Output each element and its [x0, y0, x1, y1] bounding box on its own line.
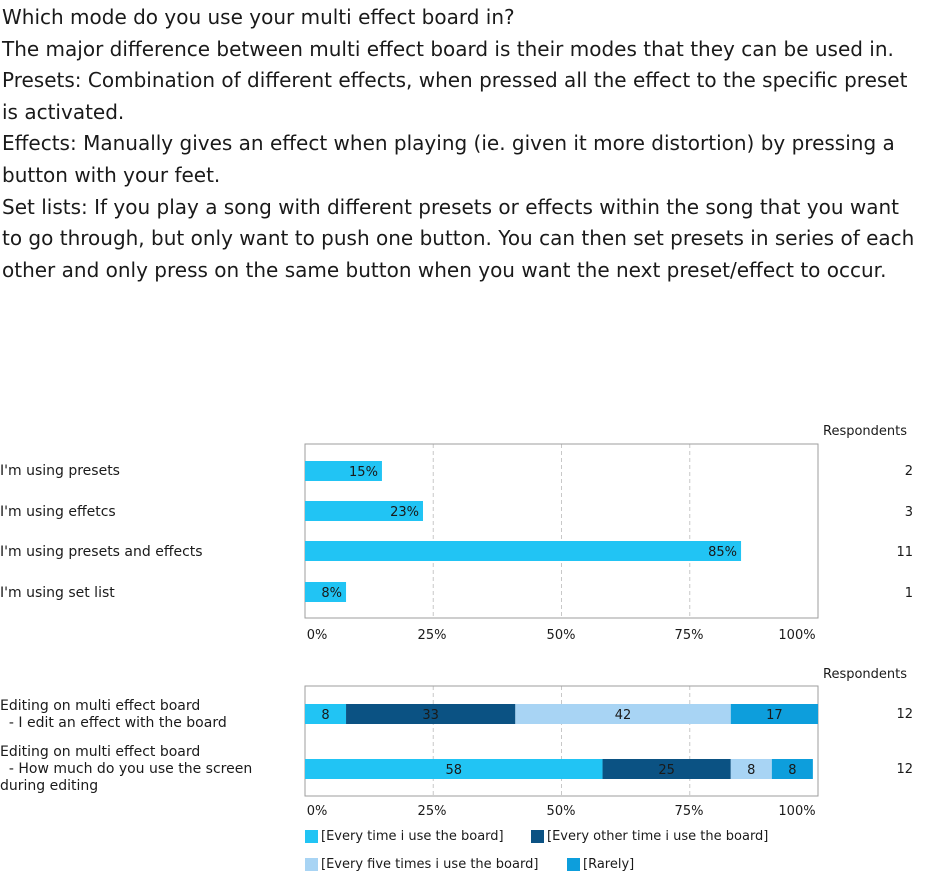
legend-label: [Rarely] — [583, 857, 635, 872]
x-tick-label: 0% — [306, 628, 328, 643]
question-line: The major difference between multi effec… — [2, 36, 894, 61]
respondents-count: 2 — [904, 464, 913, 479]
data-label: 85% — [708, 545, 737, 560]
question-block: Which mode do you use your multi effect … — [2, 2, 922, 286]
bar — [305, 501, 423, 521]
respondents-count: 12 — [896, 762, 913, 777]
respondents-count: 1 — [904, 586, 913, 601]
question-line: Effects: Manually gives an effect when p… — [2, 131, 895, 187]
bar-segment — [346, 704, 516, 724]
x-tick-label: 100% — [778, 804, 816, 819]
legend-item: [Every other time i use the board] — [531, 829, 768, 844]
bar-segment — [305, 704, 347, 724]
legend-swatch — [531, 830, 544, 843]
plot-frame — [304, 443, 819, 619]
bar — [305, 582, 347, 602]
bar-segment — [602, 759, 731, 779]
question-title: Which mode do you use your multi effect … — [2, 5, 515, 29]
respondents-count: 3 — [904, 505, 913, 520]
respondents-header: Respondents — [823, 667, 908, 682]
legend-label: [Every time i use the board] — [321, 829, 504, 844]
data-label: 8 — [788, 763, 796, 778]
data-label: 15% — [349, 465, 378, 480]
respondents-header: Respondents — [823, 424, 908, 439]
data-label: 23% — [390, 505, 419, 520]
category-label: Editing on multi effect board - How much… — [0, 744, 252, 795]
category-label: Editing on multi effect board - I edit a… — [0, 698, 227, 732]
data-label: 8 — [747, 763, 755, 778]
bar-segment — [771, 759, 813, 779]
bar-segment — [305, 759, 603, 779]
data-label: 25 — [658, 763, 675, 778]
x-tick-label: 25% — [417, 804, 447, 819]
bar — [305, 461, 382, 481]
question-line: Set lists: If you play a song with diffe… — [2, 194, 915, 282]
plot-frame — [304, 685, 819, 797]
bar-segment — [730, 704, 818, 724]
legend-swatch — [305, 858, 318, 871]
data-label: 8% — [321, 586, 342, 601]
x-tick-label: 25% — [417, 628, 447, 643]
category-label-line: - I edit an effect with the board — [0, 715, 227, 731]
data-label: 33 — [422, 708, 439, 723]
x-tick-label: 50% — [546, 804, 576, 819]
category-label: I'm using effetcs — [0, 504, 116, 520]
x-tick-label: 75% — [674, 804, 704, 819]
legend-item: [Rarely] — [567, 857, 634, 872]
data-label: 42 — [615, 708, 632, 723]
data-label: 8 — [321, 708, 329, 723]
category-label: I'm using presets and effects — [0, 544, 203, 560]
legend-item: [Every time i use the board] — [305, 829, 504, 844]
data-label: 17 — [766, 708, 783, 723]
category-label-line: - How much do you use the screen — [0, 761, 253, 777]
data-label: 58 — [445, 763, 462, 778]
legend-swatch — [305, 830, 318, 843]
bar — [305, 541, 742, 561]
bar-segment — [730, 759, 772, 779]
x-tick-label: 0% — [306, 804, 328, 819]
category-label: I'm using presets — [0, 463, 120, 479]
respondents-count: 11 — [896, 545, 913, 560]
x-tick-label: 50% — [546, 628, 576, 643]
category-label: I'm using set list — [0, 585, 115, 601]
legend-label: [Every other time i use the board] — [547, 829, 769, 844]
category-label-line: Editing on multi effect board — [0, 744, 201, 760]
x-tick-label: 100% — [778, 628, 816, 643]
respondents-count: 12 — [896, 707, 913, 722]
legend-label: [Every five times i use the board] — [321, 857, 539, 872]
legend-item: [Every five times i use the board] — [305, 857, 538, 872]
legend-swatch — [567, 858, 580, 871]
bar-segment — [515, 704, 731, 724]
category-label-line: during editing — [0, 778, 99, 794]
question-line: Presets: Combination of different effect… — [2, 68, 908, 124]
x-tick-label: 75% — [674, 628, 704, 643]
category-label-line: Editing on multi effect board — [0, 698, 201, 714]
